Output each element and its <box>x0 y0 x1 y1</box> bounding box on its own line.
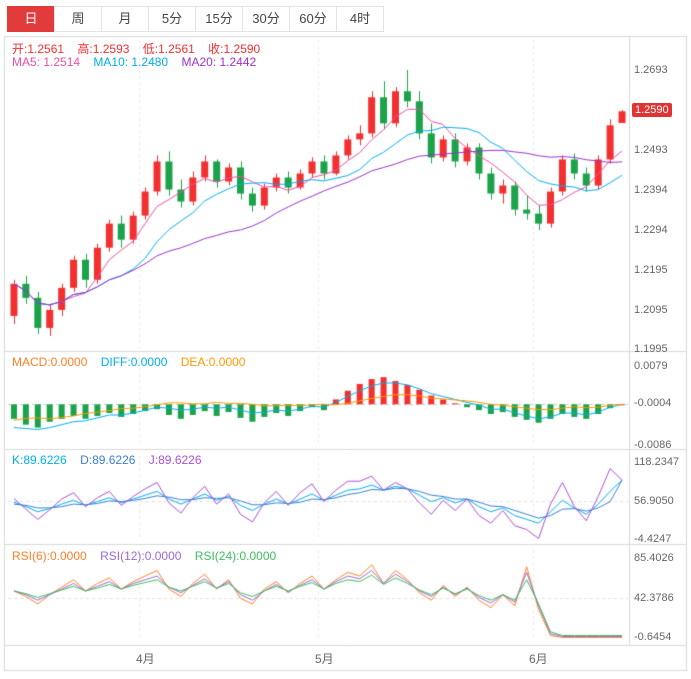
tab-month[interactable]: 月 <box>101 6 149 32</box>
rsi-readout: RSI(6):0.0000 RSI(12):0.0000 RSI(24):0.0… <box>12 549 286 563</box>
ma10-label: MA10: 1.2480 <box>93 55 169 69</box>
x-axis-month-label: 6月 <box>529 652 548 666</box>
period-tabs: 日 周 月 5分 15分 30分 60分 4时 <box>7 6 384 32</box>
ma5-label: MA5: 1.2514 <box>12 55 81 69</box>
kdj-axis-tick: 56.9050 <box>634 495 674 507</box>
ohlc-readout: 开:1.2561 高:1.2593 低:1.2561 收:1.2590 <box>12 40 270 57</box>
tab-5min[interactable]: 5分 <box>148 6 196 32</box>
macd-axis-tick: -0.0004 <box>634 397 672 409</box>
price-axis-tick: 1.1995 <box>634 343 668 355</box>
tab-4hour[interactable]: 4时 <box>336 6 384 32</box>
macd-axis-tick: -0.0086 <box>634 439 672 451</box>
rsi24-value: RSI(24):0.0000 <box>194 549 277 563</box>
price-axis-tick: 1.2693 <box>634 64 668 76</box>
rsi-axis-tick: 85.4026 <box>634 552 674 564</box>
dea-value: DEA:0.0000 <box>180 355 246 369</box>
tab-day[interactable]: 日 <box>7 6 55 32</box>
kdj-readout: K:89.6226 D:89.6226 J:89.6226 <box>12 453 212 467</box>
price-axis-tick: 1.2095 <box>634 304 668 316</box>
ma20-label: MA20: 1.2442 <box>181 55 257 69</box>
high-value: 高:1.2593 <box>77 42 130 56</box>
last-price-tag: 1.2590 <box>632 103 672 117</box>
x-axis-month-label: 4月 <box>136 652 155 666</box>
x-axis-month-label: 5月 <box>315 652 334 666</box>
price-axis-tick: 1.2294 <box>634 224 668 236</box>
tab-week[interactable]: 周 <box>54 6 102 32</box>
price-axis-tick: 1.2195 <box>634 264 668 276</box>
macd-readout: MACD:0.0000 DIFF:0.0000 DEA:0.0000 <box>12 355 255 369</box>
kdj-axis-tick: -4.4247 <box>634 533 672 545</box>
open-value: 开:1.2561 <box>12 42 65 56</box>
low-value: 低:1.2561 <box>142 42 195 56</box>
d-value: D:89.6226 <box>80 453 136 467</box>
k-value: K:89.6226 <box>12 453 67 467</box>
tab-30min[interactable]: 30分 <box>242 6 290 32</box>
price-axis-tick: 1.2394 <box>634 184 668 196</box>
rsi-axis-tick: 42.3786 <box>634 592 674 604</box>
diff-value: DIFF:0.0000 <box>100 355 168 369</box>
kdj-axis-tick: 118.2347 <box>634 456 680 468</box>
close-value: 收:1.2590 <box>208 42 261 56</box>
rsi-axis-tick: -0.6454 <box>634 631 672 643</box>
price-axis-tick: 1.2493 <box>634 144 668 156</box>
macd-value: MACD:0.0000 <box>12 355 88 369</box>
rsi6-value: RSI(6):0.0000 <box>12 549 87 563</box>
tab-15min[interactable]: 15分 <box>195 6 243 32</box>
tab-60min[interactable]: 60分 <box>289 6 337 32</box>
rsi12-value: RSI(12):0.0000 <box>100 549 182 563</box>
macd-axis-tick: 0.0079 <box>634 360 668 372</box>
ma-readout: MA5: 1.2514 MA10: 1.2480 MA20: 1.2442 <box>12 55 266 69</box>
j-value: J:89.6226 <box>148 453 202 467</box>
